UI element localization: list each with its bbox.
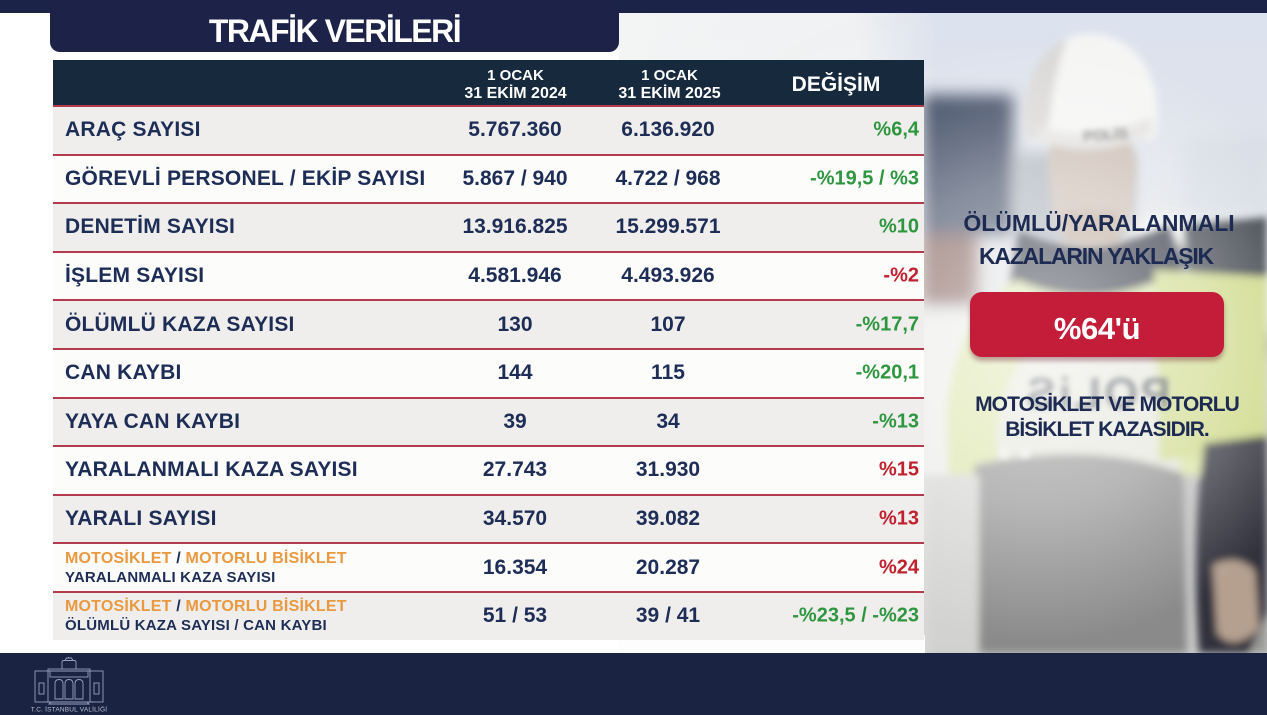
svg-text:T.C. İSTANBUL VALİLİĞİ: T.C. İSTANBUL VALİLİĞİ: [31, 705, 107, 714]
